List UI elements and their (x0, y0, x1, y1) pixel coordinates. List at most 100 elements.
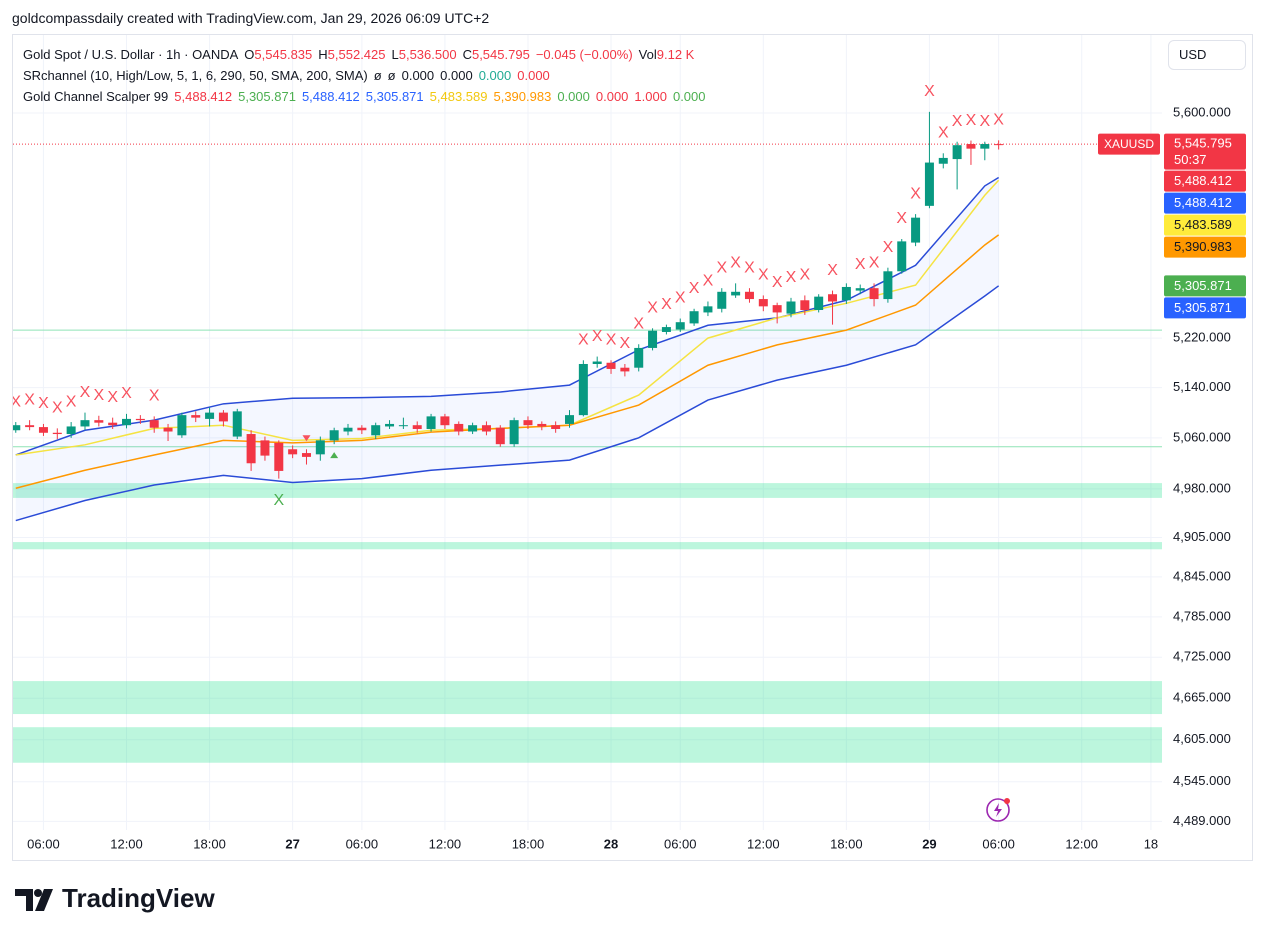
candle-body (980, 144, 990, 149)
candle-body (260, 440, 270, 456)
indicator-value: 0.000 (557, 89, 590, 104)
candle-body (495, 427, 505, 445)
candle-body (509, 420, 519, 445)
y-tick-label: 5,140.000 (1173, 379, 1231, 394)
sell-signal: X (592, 328, 603, 345)
candle-body (689, 311, 699, 324)
symbol-tag-box (1098, 133, 1160, 155)
candle-body (744, 291, 754, 300)
value-tag-box (1164, 275, 1246, 297)
sell-signal: X (578, 331, 589, 348)
sr-zone (13, 727, 1162, 763)
candle-body (869, 288, 879, 300)
candle-body (578, 363, 588, 416)
indicator-value: 0.000 (478, 68, 512, 83)
sell-signal: X (966, 112, 977, 129)
candle-body (828, 294, 838, 302)
value-tag: 5,305.871 (1174, 278, 1232, 293)
sell-signal: X (924, 83, 935, 100)
volume-value: 9.12 K (656, 47, 695, 62)
indicator-value: 5,483.589 (429, 89, 488, 104)
indicator-name: SRchannel (10, High/Low, 5, 1, 6, 290, 5… (23, 68, 368, 83)
price-tag: 5,545.795 (1174, 136, 1232, 151)
legend-row: SRchannel (10, High/Low, 5, 1, 6, 290, 5… (23, 65, 706, 86)
sell-signal: X (758, 267, 769, 284)
sell-signal: X (883, 239, 894, 256)
y-tick-label: 4,980.000 (1173, 480, 1231, 495)
indicator-value: 0.000 (672, 89, 706, 104)
candle-body (80, 420, 90, 427)
y-tick-label: 4,725.000 (1173, 649, 1231, 664)
legend-row: Gold Spot / U.S. Dollar · 1h · OANDA O 5,5… (23, 44, 706, 65)
candle-body (911, 217, 921, 243)
x-tick-label: 18 (1144, 836, 1158, 851)
grid (13, 35, 1162, 830)
buy-signal: X (273, 492, 284, 509)
x-tick-label: 12:00 (747, 836, 780, 851)
channel-fill (15, 177, 999, 521)
indicator-value: 5,390.983 (493, 89, 552, 104)
candle-body (481, 425, 491, 432)
candle-body (412, 425, 422, 429)
value-tag-box (1164, 170, 1246, 192)
candle-body (592, 361, 602, 364)
x-tick-label: 06:00 (346, 836, 379, 851)
sell-signal: X (938, 125, 949, 142)
value-tag-box (1164, 192, 1246, 214)
sell-signal: X (80, 384, 91, 401)
candle-body (52, 432, 62, 435)
candle-body (426, 416, 436, 429)
logo-text: TradingView (62, 883, 215, 913)
candle-body (343, 427, 353, 432)
candle-body (329, 430, 339, 441)
x-tick-label: 06:00 (27, 836, 60, 851)
axes: 5,600.000 5,220.000 5,140.000 5,060.000 4,98… (27, 104, 1246, 851)
ohlc-value: 5,536.500 (398, 47, 457, 62)
sell-signal: X (149, 388, 160, 405)
sell-signal: X (703, 273, 714, 290)
candle-body (177, 415, 187, 436)
candle-body (274, 442, 284, 471)
x-tick-label: 27 (285, 836, 299, 851)
countdown: 50:37 (1174, 152, 1207, 167)
indicator-value: 0.000 (517, 68, 550, 83)
indicator-name: Gold Channel Scalper 99 (23, 89, 169, 104)
y-tick-label: 4,605.000 (1173, 731, 1231, 746)
candle-body (163, 427, 173, 432)
candle-body (288, 449, 298, 455)
candle-body (758, 299, 768, 307)
legend-symbol: Gold Spot / U.S. Dollar · 1h · OANDA (23, 47, 239, 62)
candle-body (924, 162, 934, 206)
candle-body (191, 415, 201, 418)
sell-signal: X (647, 300, 658, 317)
price-tag-box (1164, 133, 1246, 170)
sell-signal: X (38, 395, 49, 412)
indicator-value: 5,305.871 (238, 89, 296, 104)
candle-body (565, 415, 575, 424)
sell-signal: X (827, 262, 838, 279)
sell-signal: X (24, 391, 35, 408)
sell-signal: X (855, 256, 866, 273)
candle-body (952, 145, 962, 160)
candle-body (897, 241, 907, 272)
candle-body (731, 291, 741, 296)
indicator-value: 0.000 (401, 68, 435, 83)
candle-body (800, 300, 810, 310)
y-tick-label: 4,665.000 (1173, 690, 1231, 705)
candle-body (551, 425, 561, 429)
y-tick-label: 5,600.000 (1173, 104, 1231, 119)
candle-body (814, 296, 824, 310)
candle-body (648, 330, 658, 348)
currency-button[interactable]: USD (1168, 40, 1246, 70)
candle-body (966, 144, 976, 149)
sell-signal: X (716, 259, 727, 276)
candle-body (454, 423, 464, 432)
logo-mark (15, 889, 53, 911)
channel-line (15, 285, 1000, 522)
value-tag: 5,488.412 (1174, 173, 1232, 188)
sell-signal: X (730, 255, 741, 272)
candle-body (149, 420, 159, 428)
